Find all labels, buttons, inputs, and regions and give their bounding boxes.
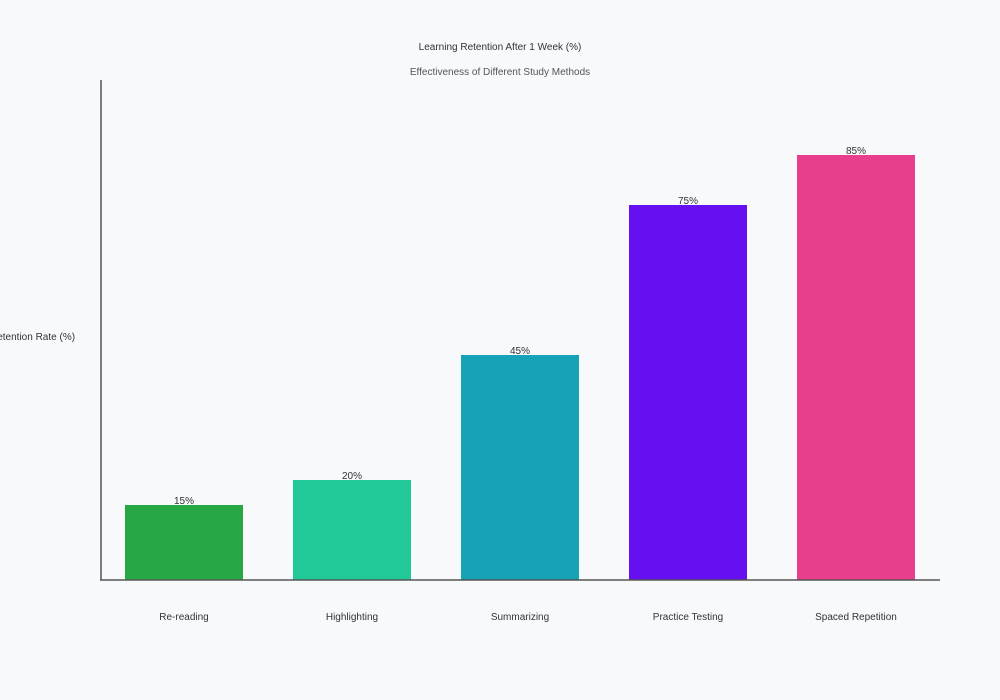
x-tick-label: Practice Testing	[653, 612, 723, 623]
x-tick-label: Spaced Repetition	[815, 612, 897, 623]
data-labels-group: 15% 20% 45% 75% 85%	[174, 146, 866, 507]
bar-spaced-repetition	[797, 155, 915, 580]
bar-practice-testing	[629, 205, 747, 580]
bar-summarizing	[461, 355, 579, 580]
data-label: 15%	[174, 496, 194, 507]
x-tick-labels-group: Re-reading Highlighting Summarizing Practic…	[159, 612, 897, 623]
x-tick-label: Summarizing	[491, 612, 549, 623]
data-label: 75%	[678, 196, 698, 207]
data-label: 45%	[510, 346, 530, 357]
bar-re-reading	[125, 505, 243, 580]
data-label: 85%	[846, 146, 866, 157]
bar-highlighting	[293, 480, 411, 580]
y-axis-label: Retention Rate (%)	[0, 332, 75, 343]
x-tick-label: Re-reading	[159, 612, 208, 623]
data-label: 20%	[342, 471, 362, 482]
chart-subtitle: Effectiveness of Different Study Methods	[410, 67, 590, 78]
bars-group	[125, 155, 915, 580]
x-tick-label: Highlighting	[326, 612, 378, 623]
chart-title: Learning Retention After 1 Week (%)	[419, 42, 582, 53]
